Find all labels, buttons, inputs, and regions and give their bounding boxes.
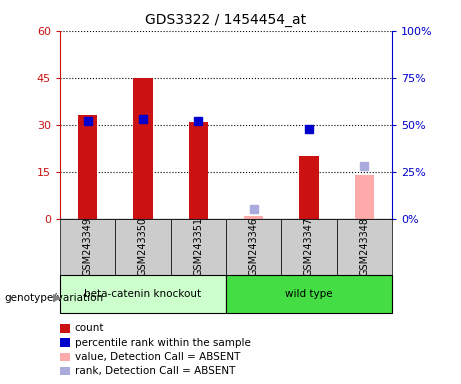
Title: GDS3322 / 1454454_at: GDS3322 / 1454454_at — [145, 13, 307, 27]
Text: count: count — [75, 323, 104, 333]
Text: GSM243348: GSM243348 — [359, 217, 369, 276]
Bar — [133, 78, 153, 219]
Bar — [281, 219, 337, 275]
Bar — [355, 175, 374, 219]
Bar — [171, 219, 226, 275]
Text: genotype/variation: genotype/variation — [5, 293, 104, 303]
Bar — [189, 122, 208, 219]
Text: GSM243351: GSM243351 — [193, 217, 203, 276]
Bar — [115, 219, 171, 275]
Text: GSM243350: GSM243350 — [138, 217, 148, 276]
Bar — [299, 156, 319, 219]
Bar — [337, 219, 392, 275]
Bar — [226, 275, 392, 313]
Text: rank, Detection Call = ABSENT: rank, Detection Call = ABSENT — [75, 366, 235, 376]
Bar — [60, 275, 226, 313]
Text: wild type: wild type — [285, 289, 333, 299]
Text: percentile rank within the sample: percentile rank within the sample — [75, 338, 251, 348]
Text: GSM243349: GSM243349 — [83, 217, 93, 276]
Text: value, Detection Call = ABSENT: value, Detection Call = ABSENT — [75, 352, 240, 362]
Text: GSM243347: GSM243347 — [304, 217, 314, 276]
Text: GSM243346: GSM243346 — [248, 217, 259, 276]
Text: beta-catenin knockout: beta-catenin knockout — [84, 289, 201, 299]
Bar — [226, 219, 281, 275]
Bar — [244, 216, 263, 219]
Bar — [78, 116, 97, 219]
Text: ▶: ▶ — [53, 293, 61, 303]
Bar — [60, 219, 115, 275]
